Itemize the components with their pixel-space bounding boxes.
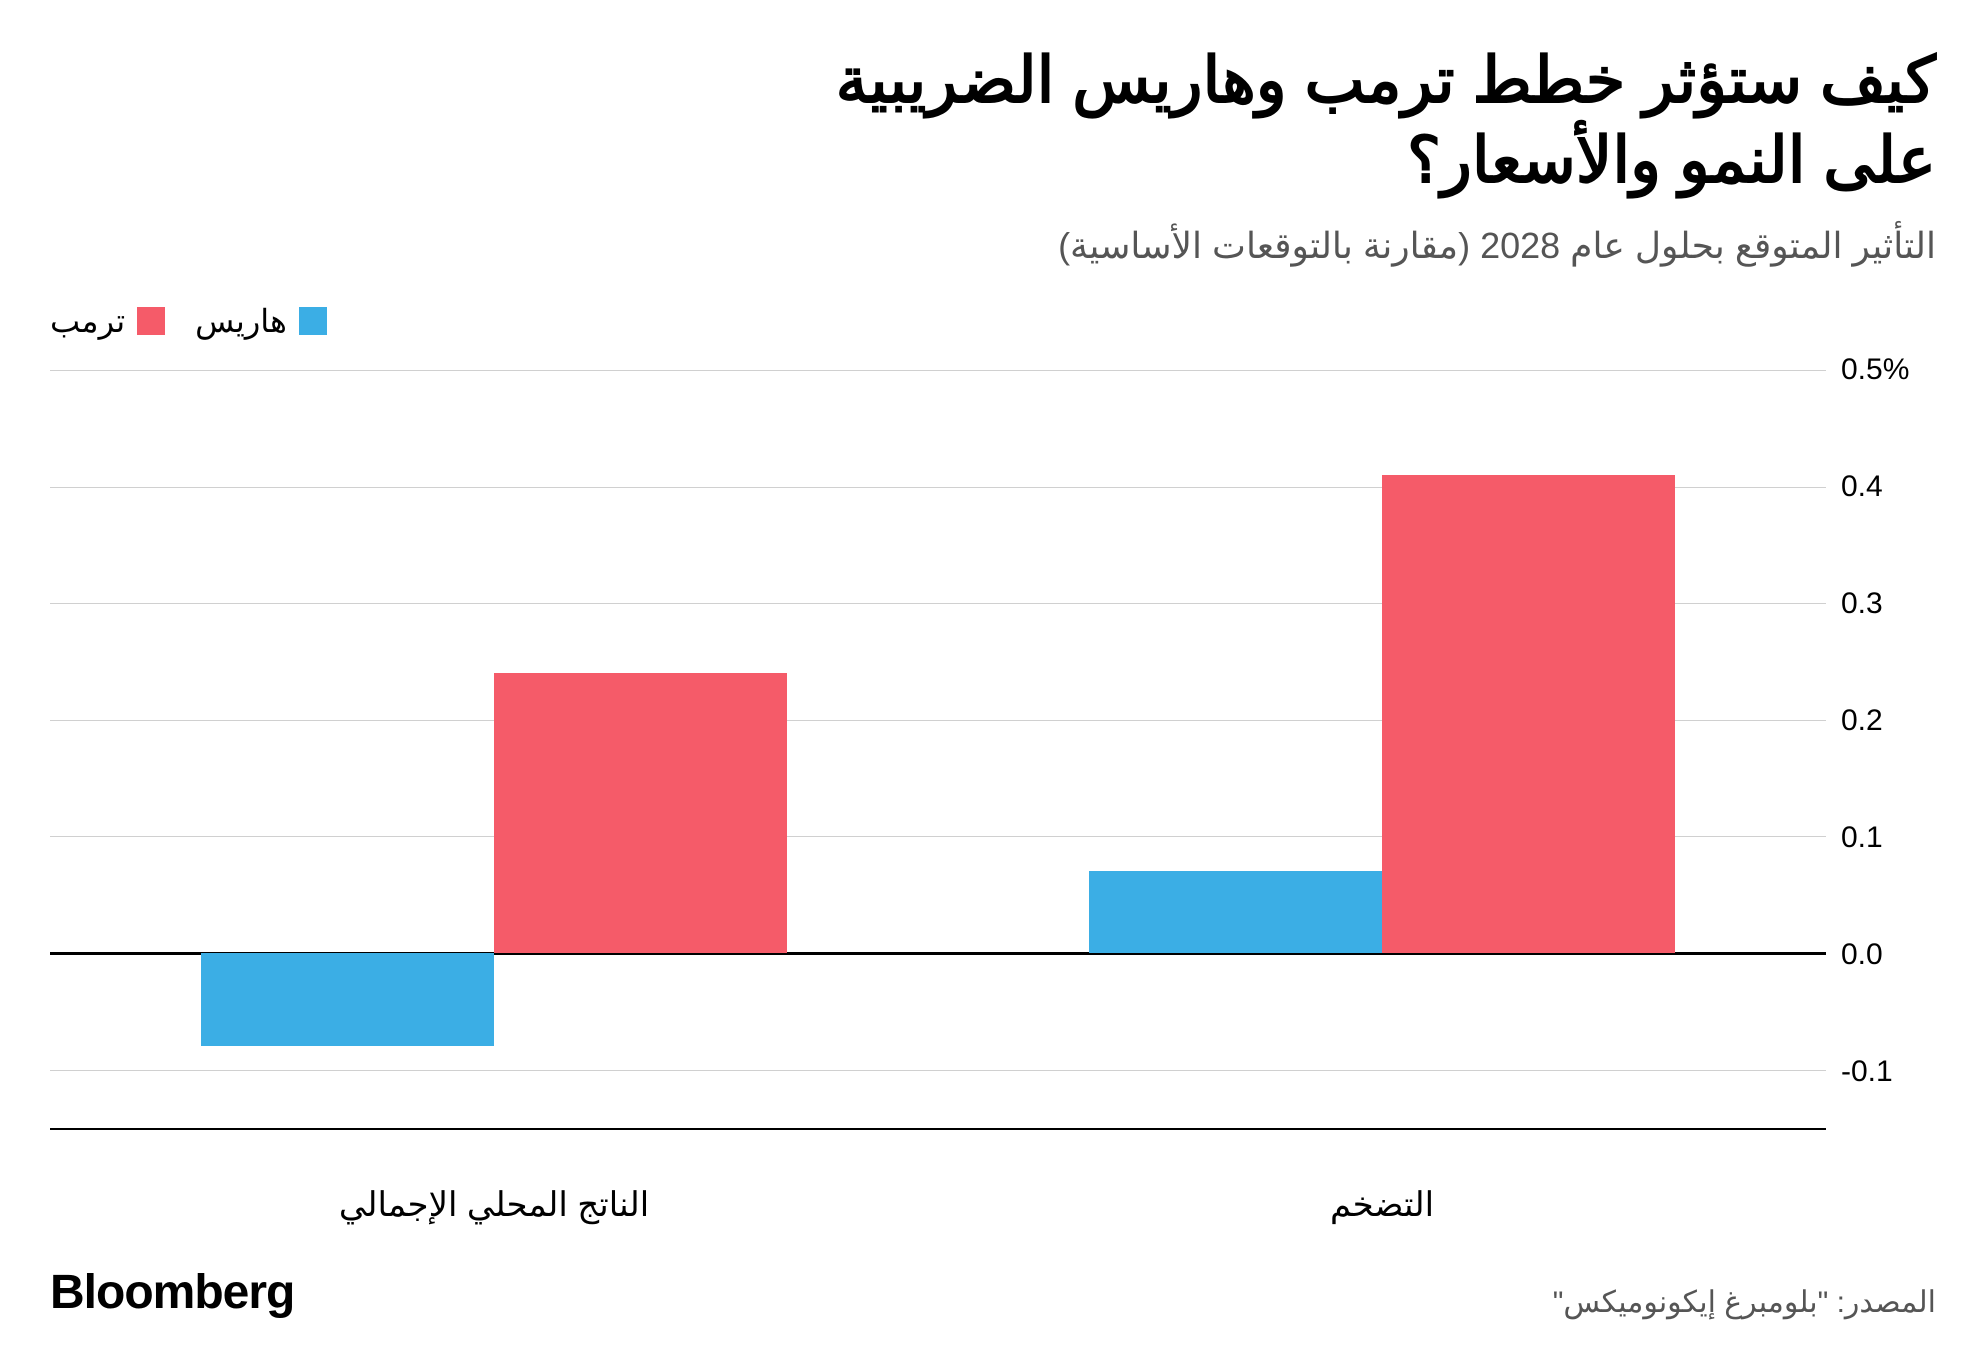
chart-subtitle: التأثير المتوقع بحلول عام 2028 (مقارنة ب…: [50, 225, 1936, 267]
y-axis: -0.10.00.10.20.30.40.5%: [1826, 370, 1936, 1130]
legend-label-harris: هاريس: [195, 302, 287, 340]
title-line1: كيف ستؤثر خطط ترمب وهاريس الضريبية: [836, 44, 1936, 116]
legend-swatch-harris: [299, 307, 327, 335]
legend-item-trump: ترمب: [50, 302, 165, 340]
y-tick-label: 0.4: [1841, 470, 1883, 504]
chart-title: كيف ستؤثر خطط ترمب وهاريس الضريبية على ا…: [50, 40, 1936, 200]
bar: [1382, 475, 1675, 953]
bar: [201, 953, 494, 1046]
y-tick-label: 0.2: [1841, 704, 1883, 738]
bar: [1089, 871, 1382, 953]
chart-area: -0.10.00.10.20.30.40.5%: [50, 370, 1936, 1130]
legend: هاريس ترمب: [50, 302, 1936, 340]
footer: Bloomberg المصدر: "بلومبرغ إيكونوميكس": [50, 1265, 1936, 1320]
y-tick-label: -0.1: [1841, 1055, 1893, 1089]
plot-region: [50, 370, 1826, 1130]
legend-swatch-trump: [137, 307, 165, 335]
legend-label-trump: ترمب: [50, 302, 125, 340]
category-group: [50, 370, 938, 1128]
x-axis-label: التضخم: [938, 1160, 1826, 1225]
bar: [494, 673, 787, 953]
title-line2: على النمو والأسعار؟: [1407, 124, 1936, 196]
y-tick-label: 0.1: [1841, 821, 1883, 855]
legend-item-harris: هاريس: [195, 302, 327, 340]
y-tick-label: 0.0: [1841, 938, 1883, 972]
x-axis: الناتج المحلي الإجماليالتضخم: [50, 1160, 1826, 1225]
category-group: [938, 370, 1826, 1128]
x-axis-label: الناتج المحلي الإجمالي: [50, 1160, 938, 1225]
y-tick-label: 0.5%: [1841, 353, 1909, 387]
bars-container: [50, 370, 1826, 1128]
source-text: المصدر: "بلومبرغ إيكونوميكس": [1553, 1285, 1936, 1320]
chart-container: كيف ستؤثر خطط ترمب وهاريس الضريبية على ا…: [50, 40, 1936, 1320]
brand-logo: Bloomberg: [50, 1265, 294, 1320]
y-tick-label: 0.3: [1841, 587, 1883, 621]
